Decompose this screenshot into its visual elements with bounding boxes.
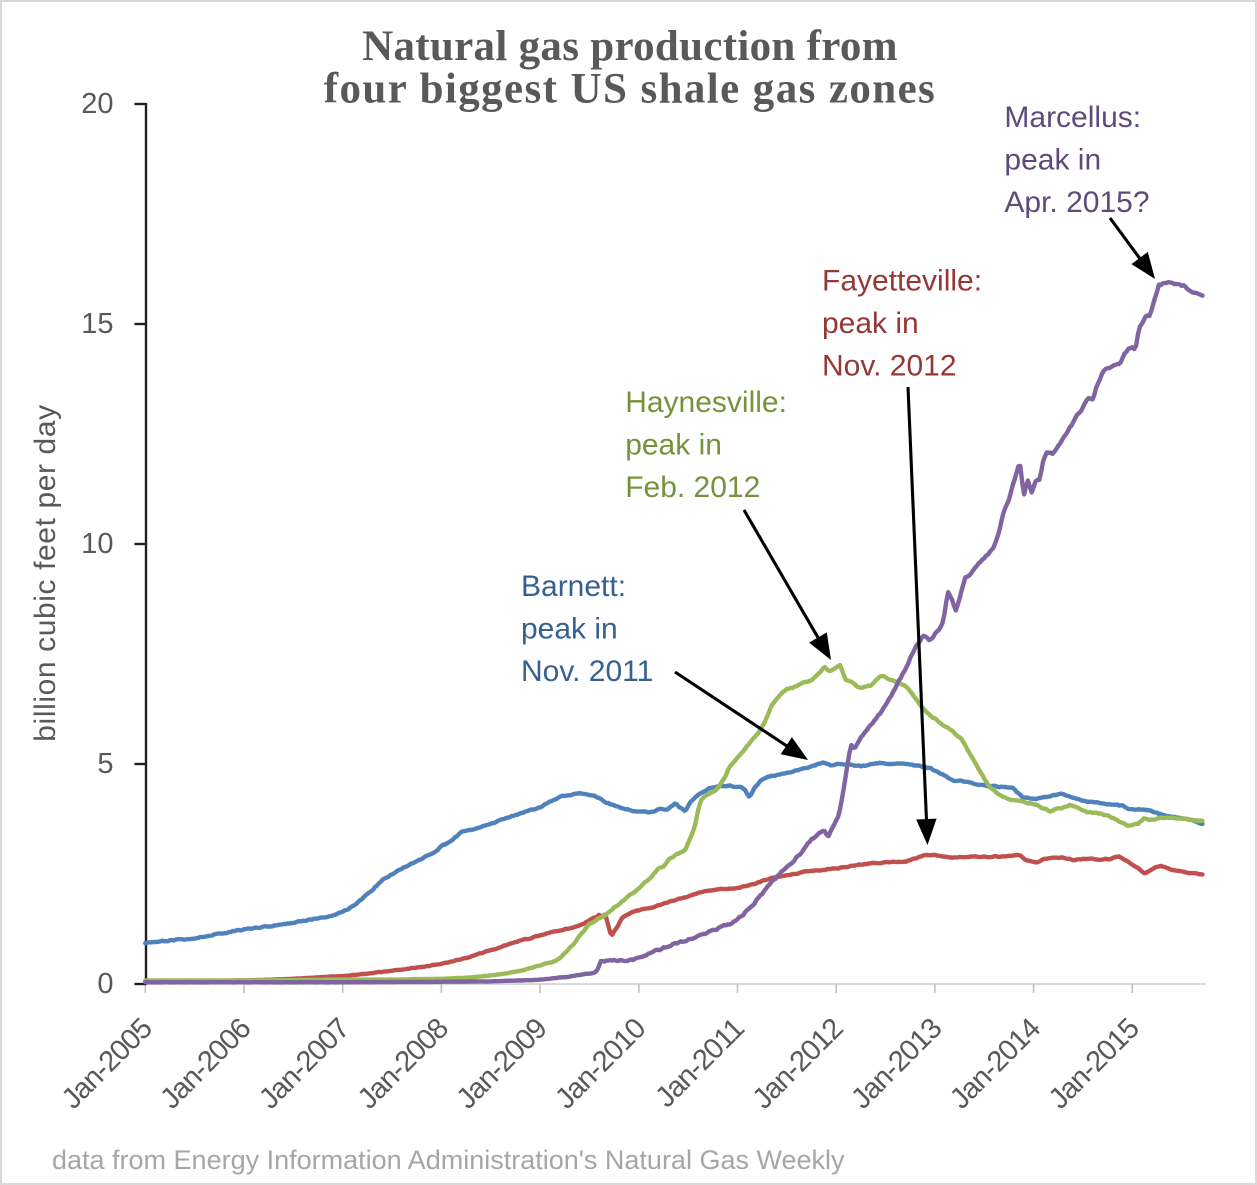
- svg-text:Natural gas production from: Natural gas production from: [362, 23, 898, 70]
- svg-text:Jan-2006: Jan-2006: [154, 1013, 256, 1115]
- svg-text:Jan-2013: Jan-2013: [845, 1013, 947, 1115]
- svg-text:Jan-2009: Jan-2009: [451, 1013, 553, 1115]
- svg-text:peak in: peak in: [521, 613, 618, 646]
- svg-text:Jan-2010: Jan-2010: [549, 1013, 651, 1115]
- svg-text:20: 20: [81, 88, 113, 120]
- svg-text:15: 15: [81, 308, 113, 340]
- svg-text:Apr. 2015?: Apr. 2015?: [1004, 186, 1149, 219]
- svg-text:Jan-2007: Jan-2007: [253, 1013, 355, 1115]
- svg-text:Jan-2008: Jan-2008: [352, 1013, 454, 1115]
- svg-text:Nov. 2012: Nov. 2012: [822, 350, 957, 383]
- svg-text:peak in: peak in: [1004, 144, 1101, 177]
- svg-text:Feb. 2012: Feb. 2012: [625, 471, 760, 504]
- svg-text:Fayetteville:: Fayetteville:: [822, 265, 982, 298]
- svg-text:Marcellus:: Marcellus:: [1004, 101, 1141, 134]
- svg-text:peak in: peak in: [625, 429, 722, 462]
- svg-text:Jan-2012: Jan-2012: [747, 1013, 849, 1115]
- svg-text:Jan-2015: Jan-2015: [1043, 1013, 1145, 1115]
- svg-text:Jan-2014: Jan-2014: [944, 1012, 1047, 1115]
- svg-text:5: 5: [97, 748, 113, 780]
- svg-text:Jan-2011: Jan-2011: [649, 1013, 750, 1114]
- svg-text:Barnett:: Barnett:: [521, 570, 626, 603]
- svg-text:peak in: peak in: [822, 307, 919, 340]
- svg-text:0: 0: [97, 968, 113, 1000]
- svg-text:billion cubic feet per day: billion cubic feet per day: [29, 404, 62, 741]
- svg-text:Jan-2005: Jan-2005: [56, 1013, 158, 1115]
- svg-text:Nov. 2011: Nov. 2011: [521, 655, 653, 688]
- svg-text:data from Energy Information A: data from Energy Information Administrat…: [52, 1145, 845, 1175]
- svg-text:10: 10: [81, 528, 113, 560]
- svg-text:Haynesville:: Haynesville:: [625, 386, 787, 419]
- svg-text:four biggest US shale gas zone: four biggest US shale gas zones: [324, 66, 936, 113]
